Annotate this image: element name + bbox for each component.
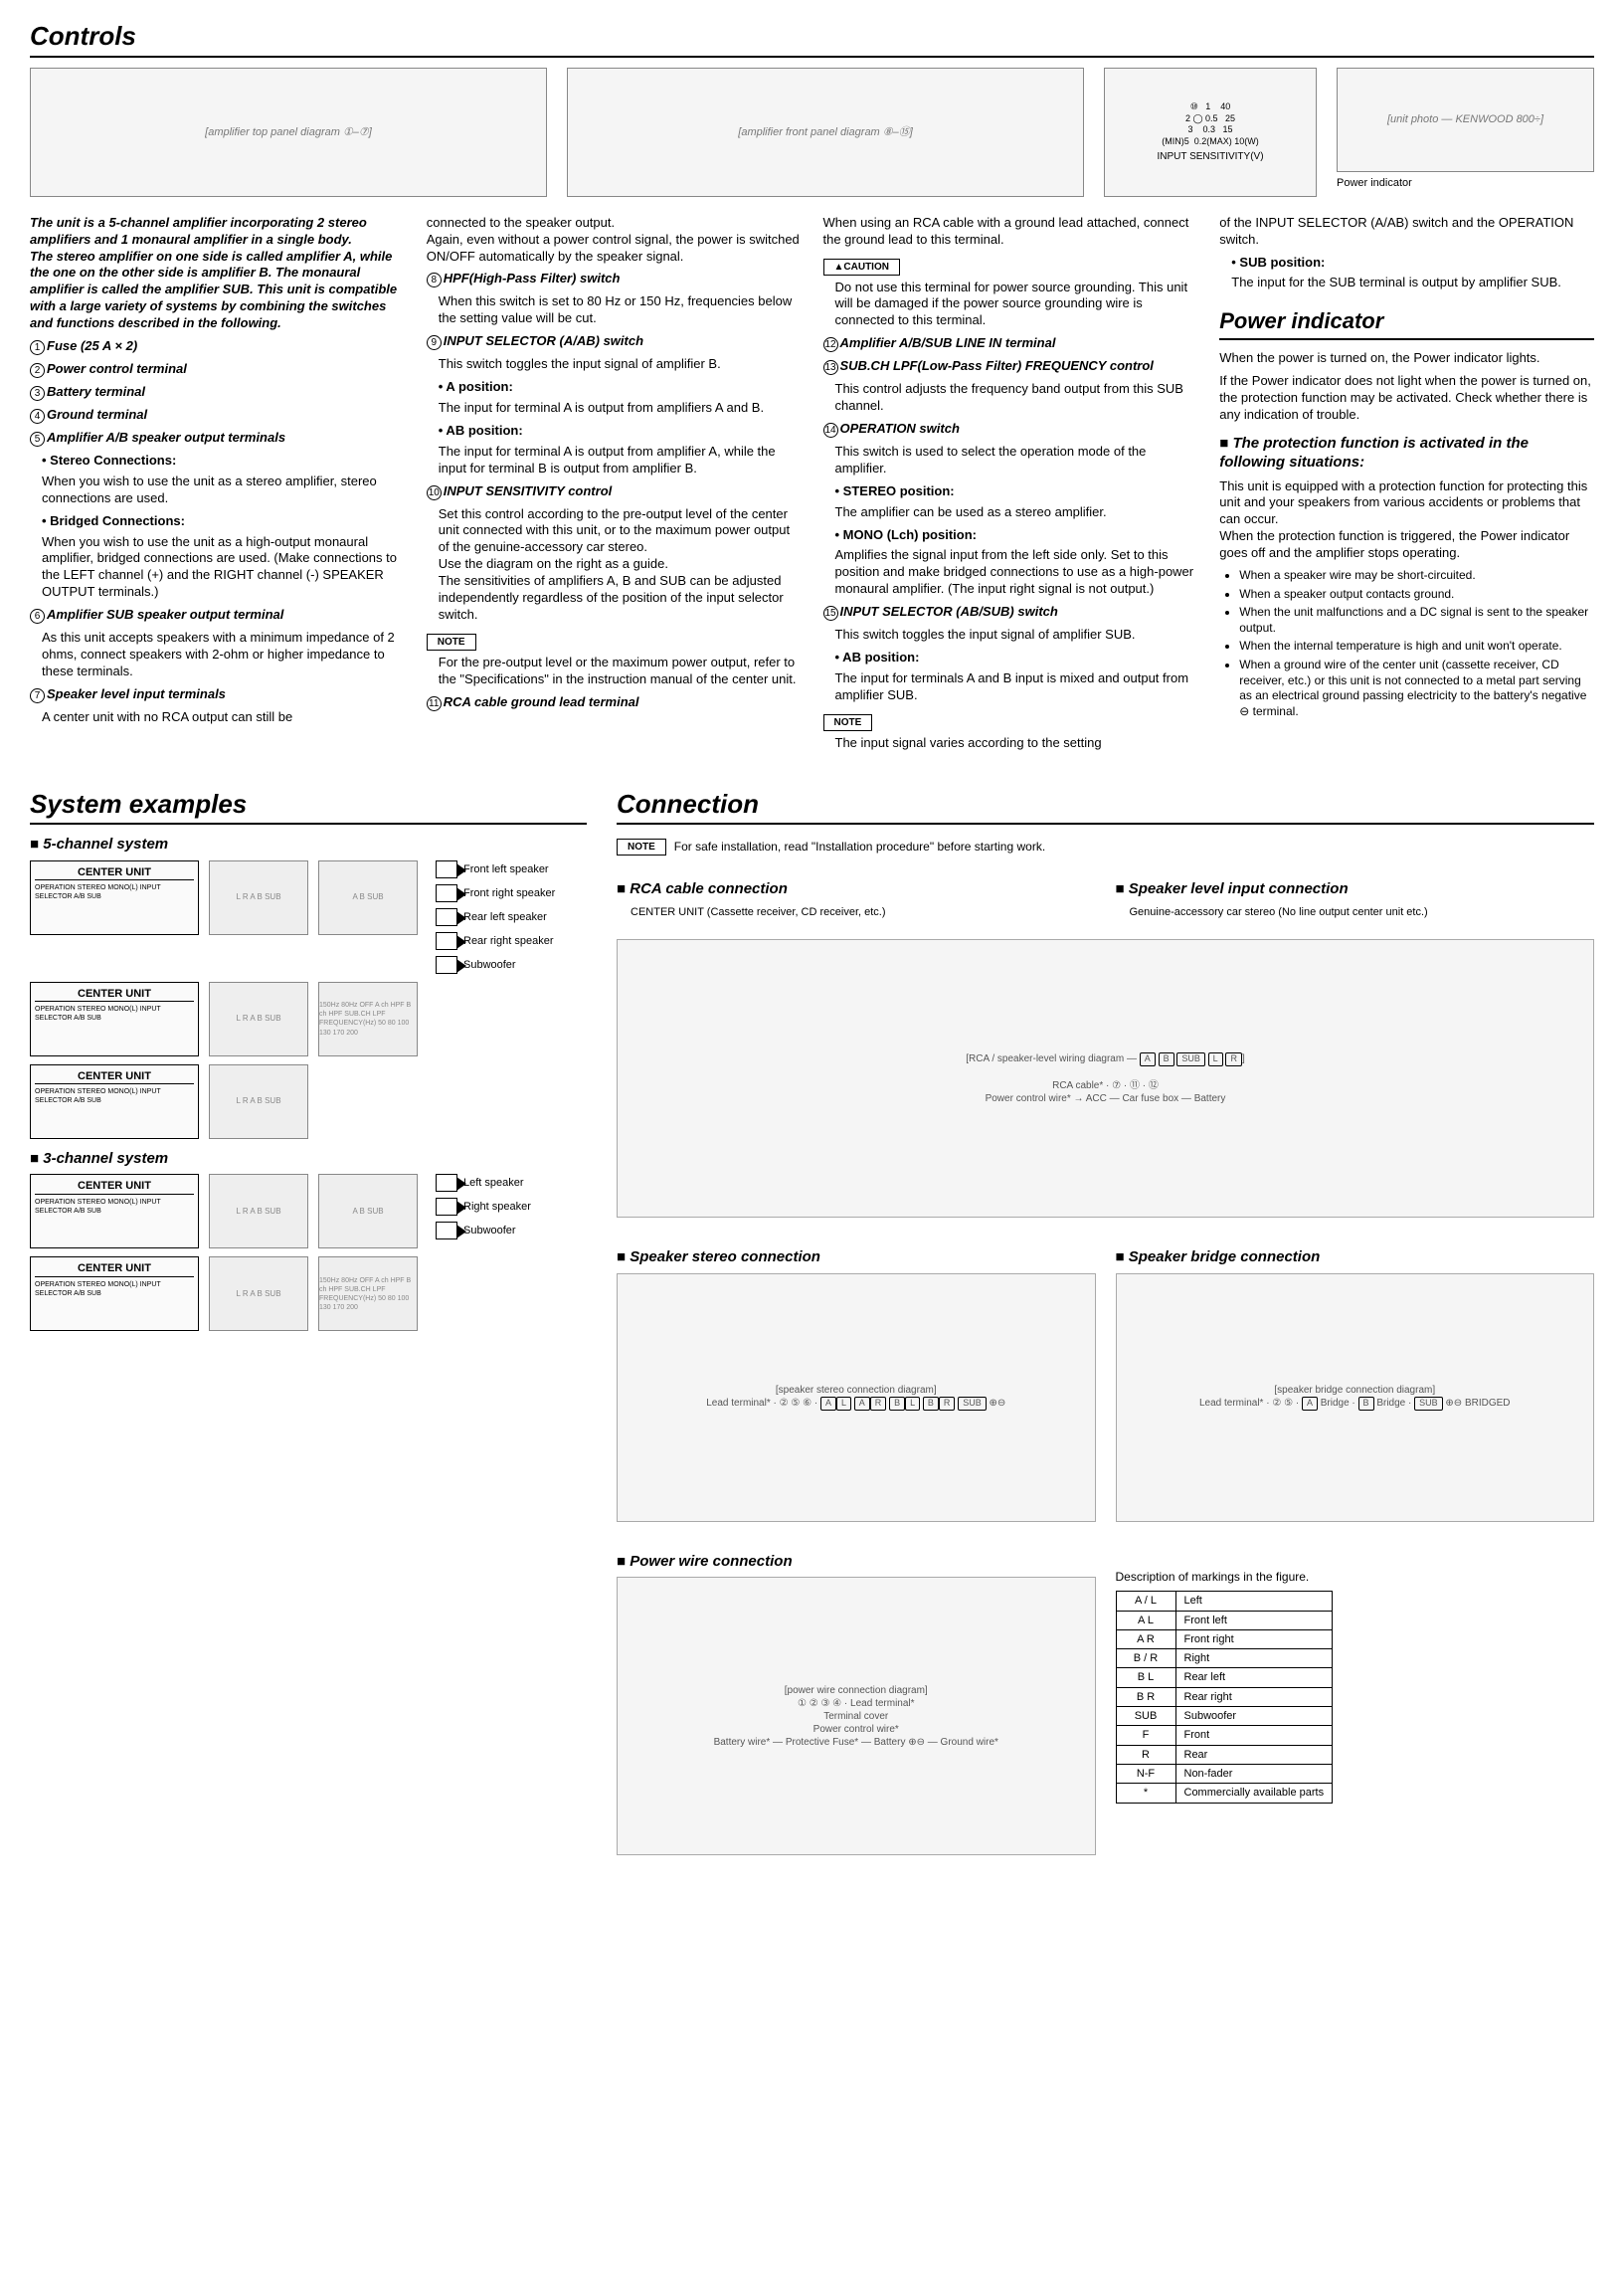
protection-bullet: When a ground wire of the center unit (c… xyxy=(1239,658,1594,719)
five-ch-heading: 5-channel system xyxy=(30,835,587,855)
table-row: B RRear right xyxy=(1116,1687,1333,1706)
controls-diagrams-row: [amplifier top panel diagram ①–⑦] [ampli… xyxy=(30,68,1594,197)
mini-amp-diagram: L R A B SUB xyxy=(209,860,308,935)
speaker-icon xyxy=(436,884,457,902)
controls-col-2: connected to the speaker output. Again, … xyxy=(427,215,802,758)
speaker-label: Right speaker xyxy=(436,1198,531,1216)
table-row: RRear xyxy=(1116,1745,1333,1764)
table-row: A / LLeft xyxy=(1116,1592,1333,1611)
controls-col-4: of the INPUT SELECTOR (A/AB) switch and … xyxy=(1219,215,1594,758)
protection-heading: The protection function is activated in … xyxy=(1219,434,1594,473)
center-unit-box: CENTER UNIT OPERATION STEREO MONO(L) INP… xyxy=(30,860,199,935)
rca-speaker-level-diagram: [RCA / speaker-level wiring diagram — A … xyxy=(617,939,1594,1218)
protection-bullet: When a speaker output contacts ground. xyxy=(1239,587,1594,603)
table-row: FFront xyxy=(1116,1726,1333,1745)
speaker-icon xyxy=(436,1174,457,1192)
speaker-label: Subwoofer xyxy=(436,1222,531,1239)
note-box: NOTE xyxy=(427,634,476,651)
table-row: B LRear left xyxy=(1116,1668,1333,1687)
power-indicator-title: Power indicator xyxy=(1219,307,1594,340)
speaker-level-block: Speaker level input connection Genuine-a… xyxy=(1116,869,1595,919)
five-ch-diagram: CENTER UNIT OPERATION STEREO MONO(L) INP… xyxy=(30,860,587,1139)
input-sensitivity-dial-diagram: ⑩ 1 40 2 ◯ 0.5 25 3 0.3 15 (MIN)5 0.2(MA… xyxy=(1104,68,1317,197)
stereo-connection-diagram: [speaker stereo connection diagram] Lead… xyxy=(617,1273,1096,1522)
speaker-label: Rear right speaker xyxy=(436,932,555,950)
protection-bullet: When the internal temperature is high an… xyxy=(1239,639,1594,655)
speaker-icon xyxy=(436,956,457,974)
controls-col-1: The unit is a 5-channel amplifier incorp… xyxy=(30,215,405,758)
power-wire-block: Power wire connection [power wire connec… xyxy=(617,1542,1096,1856)
controls-intro: The unit is a 5-channel amplifier incorp… xyxy=(30,215,405,332)
stereo-connection-block: Speaker stereo connection [speaker stere… xyxy=(617,1237,1096,1522)
speaker-label: Front right speaker xyxy=(436,884,555,902)
table-row: A LFront left xyxy=(1116,1611,1333,1629)
connection-title: Connection xyxy=(617,788,1594,826)
note-box-2: NOTE xyxy=(823,714,873,731)
speaker-label: Front left speaker xyxy=(436,860,555,878)
speaker-icon xyxy=(436,908,457,926)
speaker-icon xyxy=(436,1222,457,1239)
mini-amp-diagram: A B SUB xyxy=(318,860,418,935)
speaker-icon xyxy=(436,1198,457,1216)
amp-top-view-diagram: [amplifier top panel diagram ①–⑦] xyxy=(30,68,547,197)
controls-col-3: When using an RCA cable with a ground le… xyxy=(823,215,1198,758)
protection-bullet: When the unit malfunctions and a DC sign… xyxy=(1239,605,1594,636)
amp-front-view-diagram: [amplifier front panel diagram ⑧–⑮] xyxy=(567,68,1084,197)
connection-note: NOTE For safe installation, read "Instal… xyxy=(617,835,1594,859)
power-indicator-photo: [unit photo — KENWOOD 800÷] xyxy=(1337,68,1594,172)
speaker-label: Subwoofer xyxy=(436,956,555,974)
speaker-label: Left speaker xyxy=(436,1174,531,1192)
protection-bullet: When a speaker wire may be short-circuit… xyxy=(1239,568,1594,584)
bridge-connection-diagram: [speaker bridge connection diagram] Lead… xyxy=(1116,1273,1595,1522)
rca-connection-block: RCA cable connection CENTER UNIT (Casset… xyxy=(617,869,1096,919)
table-row: A RFront right xyxy=(1116,1629,1333,1648)
controls-title: Controls xyxy=(30,20,1594,58)
caution-box: ▲CAUTION xyxy=(823,259,900,276)
table-row: N-FNon-fader xyxy=(1116,1764,1333,1783)
controls-columns: The unit is a 5-channel amplifier incorp… xyxy=(30,215,1594,758)
speaker-icon xyxy=(436,860,457,878)
table-row: B / RRight xyxy=(1116,1649,1333,1668)
markings-block: Description of markings in the figure. A… xyxy=(1116,1542,1595,1856)
speaker-label: Rear left speaker xyxy=(436,908,555,926)
system-examples-title: System examples xyxy=(30,788,587,826)
protection-bullets: When a speaker wire may be short-circuit… xyxy=(1233,568,1594,719)
three-ch-heading: 3-channel system xyxy=(30,1149,587,1169)
table-row: SUBSubwoofer xyxy=(1116,1707,1333,1726)
three-ch-diagram: CENTER UNITOPERATION STEREO MONO(L) INPU… xyxy=(30,1174,587,1331)
connection-section: Connection NOTE For safe installation, r… xyxy=(617,788,1594,1856)
power-wire-diagram: [power wire connection diagram] ① ② ③ ④ … xyxy=(617,1577,1096,1855)
system-examples-section: System examples 5-channel system CENTER … xyxy=(30,788,587,1856)
table-row: *Commercially available parts xyxy=(1116,1784,1333,1803)
power-indicator-caption: Power indicator xyxy=(1337,176,1594,190)
markings-table: A / LLeftA LFront leftA RFront rightB / … xyxy=(1116,1591,1334,1803)
controls-section: Controls [amplifier top panel diagram ①–… xyxy=(30,20,1594,758)
bridge-connection-block: Speaker bridge connection [speaker bridg… xyxy=(1116,1237,1595,1522)
speaker-icon xyxy=(436,932,457,950)
